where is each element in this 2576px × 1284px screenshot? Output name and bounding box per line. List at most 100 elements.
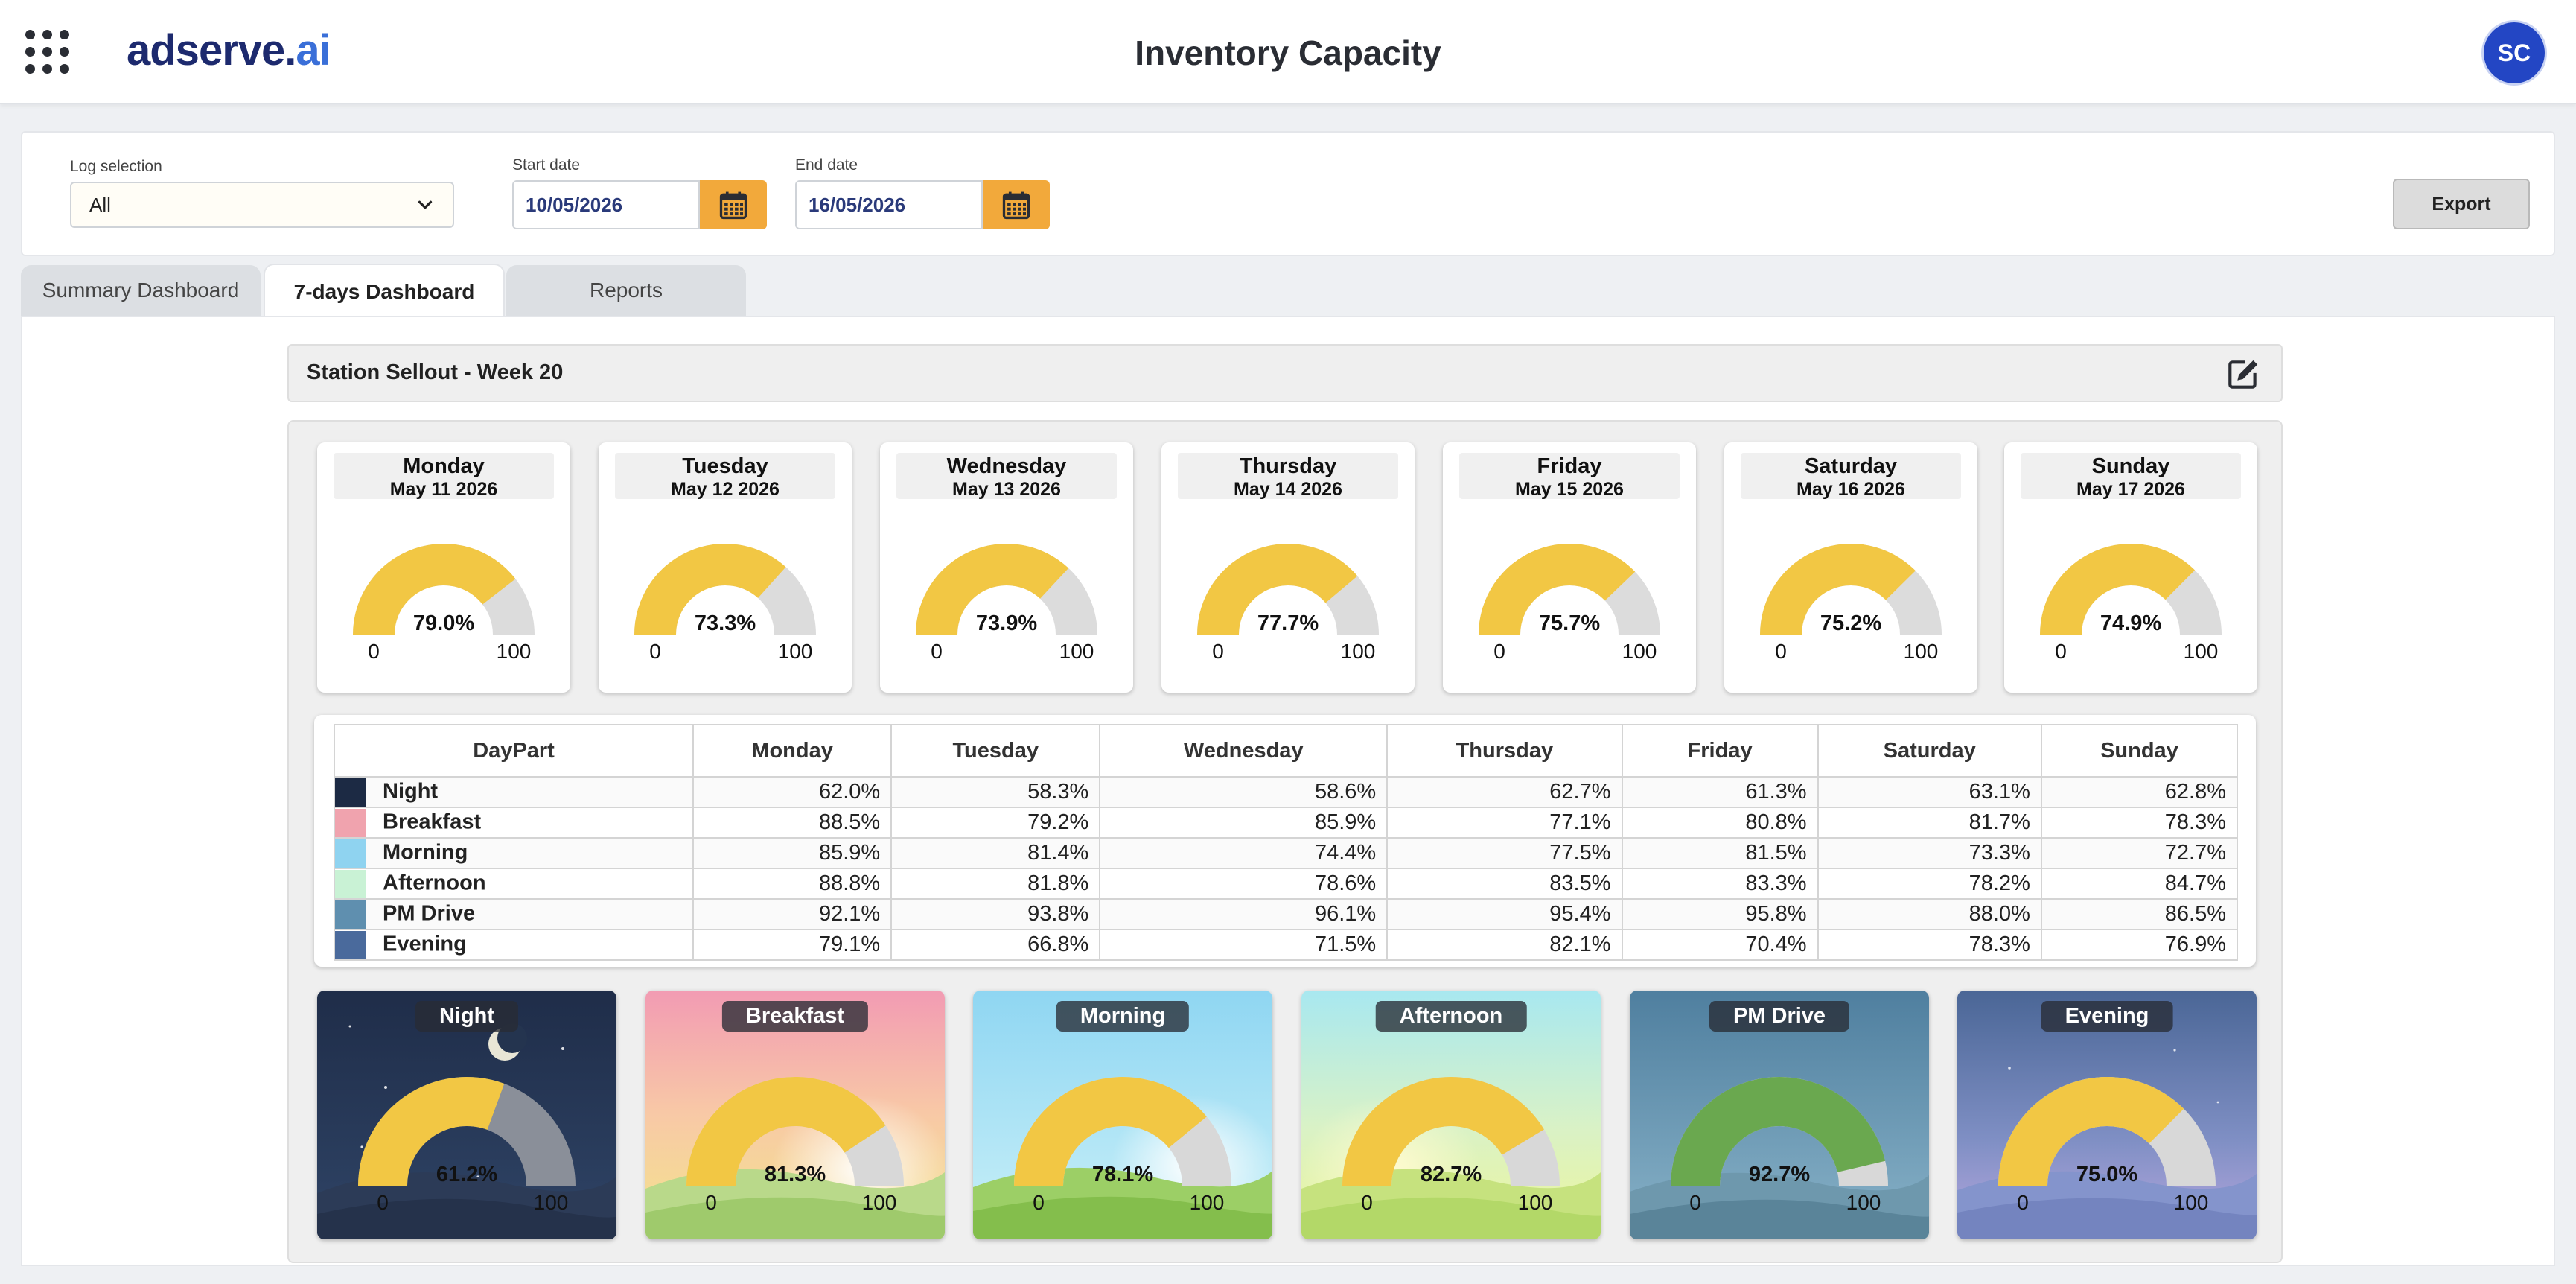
day-card: Monday May 11 2026 79.0% 0 100 [317, 442, 570, 693]
table-cell: 71.5% [1099, 929, 1389, 961]
column-header: Friday [1621, 724, 1819, 778]
daypart-color-swatch [335, 839, 366, 868]
table-cell: 83.3% [1621, 868, 1819, 900]
table-cell: 79.1% [692, 929, 893, 961]
table-row: Afternoon 88.8% 81.8% 78.6% 83.5% 83.3% 78.2% 8… [334, 868, 2239, 900]
table-cell: 83.5% [1386, 868, 1623, 900]
apps-grid-icon[interactable] [25, 30, 70, 74]
daypart-card-label: Night [415, 1001, 519, 1032]
tab-summary-dashboard[interactable]: Summary Dashboard [21, 265, 261, 316]
end-date-input[interactable]: 16/05/2026 [795, 180, 983, 229]
daypart-card: 82.7% 0 100 Afternoon [1301, 991, 1601, 1239]
gauge-value-label: 61.2% [436, 1163, 497, 1186]
gauge-max-label: 100 [1846, 1191, 1881, 1214]
day-name: Tuesday [682, 454, 768, 478]
day-card-header: Wednesday May 13 2026 [896, 453, 1117, 500]
day-card: Thursday May 14 2026 77.7% 0 100 [1161, 442, 1415, 693]
filter-bar: Log selection All Start date 10/05/2026 … [21, 131, 2555, 256]
day-card: Wednesday May 13 2026 73.9% 0 100 [880, 442, 1133, 693]
day-card-header: Tuesday May 12 2026 [615, 453, 835, 500]
gauge-fill [686, 1077, 886, 1186]
daypart-name: Morning [383, 840, 468, 865]
day-date: May 13 2026 [952, 479, 1061, 500]
brand-logo[interactable]: adserve.ai [127, 26, 331, 74]
gauge-fill [1479, 544, 1636, 635]
day-gauge: 74.9% 0 100 [2040, 544, 2222, 663]
gauge-min-label: 0 [1033, 1191, 1045, 1214]
column-header: Monday [692, 724, 893, 778]
gauge-max-label: 100 [1518, 1191, 1553, 1214]
table-cell: 96.1% [1099, 898, 1389, 930]
table-row: Breakfast 88.5% 79.2% 85.9% 77.1% 80.8% 81.7% 7… [334, 807, 2239, 839]
day-gauge: 77.7% 0 100 [1197, 544, 1379, 663]
table-row: Night 62.0% 58.3% 58.6% 62.7% 61.3% 63.1% 62.8% [334, 776, 2239, 808]
edit-icon[interactable] [2225, 356, 2262, 393]
gauge-fill [353, 544, 516, 635]
gauge-max-label: 100 [497, 640, 532, 663]
gauge-value-label: 78.1% [1092, 1163, 1153, 1186]
daypart-name-cell: Afternoon [334, 868, 694, 900]
daypart-color-swatch [335, 778, 366, 807]
export-button[interactable]: Export [2393, 179, 2530, 229]
start-date-label: Start date [512, 156, 581, 174]
daypart-card: 92.7% 0 100 PM Drive [1630, 991, 1929, 1239]
table-cell: 81.7% [1817, 807, 2042, 839]
day-name: Friday [1537, 454, 1602, 478]
gauge-value-label: 74.9% [2100, 611, 2161, 635]
daypart-name-cell: Night [334, 776, 694, 808]
daypart-name: Afternoon [383, 871, 486, 895]
gauge-max-label: 100 [1622, 640, 1657, 663]
gauge-fill [1671, 1077, 1886, 1186]
day-date: May 12 2026 [671, 479, 780, 500]
gauge-max-label: 100 [1341, 640, 1376, 663]
daypart-name: PM Drive [383, 901, 476, 926]
end-date-calendar-button[interactable] [983, 180, 1050, 229]
tab-7-days-dashboard[interactable]: 7-days Dashboard [264, 264, 505, 319]
daypart-name-cell: Breakfast [334, 807, 694, 839]
gauge-fill [634, 544, 786, 635]
table-cell: 62.0% [692, 776, 893, 808]
gauge-value-label: 79.0% [413, 611, 474, 635]
day-date: May 11 2026 [389, 479, 498, 500]
user-avatar[interactable]: SC [2484, 22, 2545, 83]
table-cell: 88.8% [692, 868, 893, 900]
table-cell: 85.9% [1099, 807, 1389, 839]
daypart-gauge: 61.2% 0 100 [358, 1077, 576, 1214]
table-cell: 95.8% [1621, 898, 1819, 930]
start-date-input[interactable]: 10/05/2026 [512, 180, 700, 229]
table-cell: 93.8% [890, 898, 1101, 930]
gauge-value-label: 73.3% [695, 611, 756, 635]
gauge-fill [1014, 1077, 1207, 1186]
section-header: Station Sellout - Week 20 [287, 344, 2283, 402]
table-cell: 61.3% [1621, 776, 1819, 808]
log-selection-dropdown[interactable]: All [70, 182, 454, 228]
log-selection-label: Log selection [70, 158, 162, 175]
daypart-name-cell: Morning [334, 837, 694, 869]
table-row: Evening 79.1% 66.8% 71.5% 82.1% 70.4% 78.3% 76.… [334, 929, 2239, 961]
day-date: May 17 2026 [2076, 479, 2185, 500]
day-gauge: 73.9% 0 100 [916, 544, 1097, 663]
gauge-value-label: 75.7% [1539, 611, 1600, 635]
top-bar: adserve.ai Inventory Capacity SC [0, 0, 2576, 104]
table-cell: 62.7% [1386, 776, 1623, 808]
day-card-header: Sunday May 17 2026 [2021, 453, 2241, 500]
daypart-background-breakfast [645, 991, 945, 1239]
table-cell: 77.1% [1386, 807, 1623, 839]
gauge-max-label: 100 [1904, 640, 1939, 663]
gauge-min-label: 0 [1689, 1191, 1701, 1214]
column-header: DayPart [334, 724, 694, 778]
table-cell: 78.3% [2040, 807, 2239, 839]
tab-reports[interactable]: Reports [506, 265, 746, 316]
gauge-fill [358, 1077, 505, 1186]
table-cell: 58.6% [1099, 776, 1389, 808]
gauge-max-label: 100 [778, 640, 813, 663]
start-date-calendar-button[interactable] [700, 180, 767, 229]
gauge-max-label: 100 [534, 1191, 569, 1214]
day-name: Monday [403, 454, 485, 478]
table-cell: 80.8% [1621, 807, 1819, 839]
gauge-max-label: 100 [1059, 640, 1094, 663]
daypart-name-cell: PM Drive [334, 898, 694, 930]
table-cell: 78.6% [1099, 868, 1389, 900]
table-cell: 84.7% [2040, 868, 2239, 900]
daypart-gauge: 92.7% 0 100 [1671, 1077, 1888, 1214]
